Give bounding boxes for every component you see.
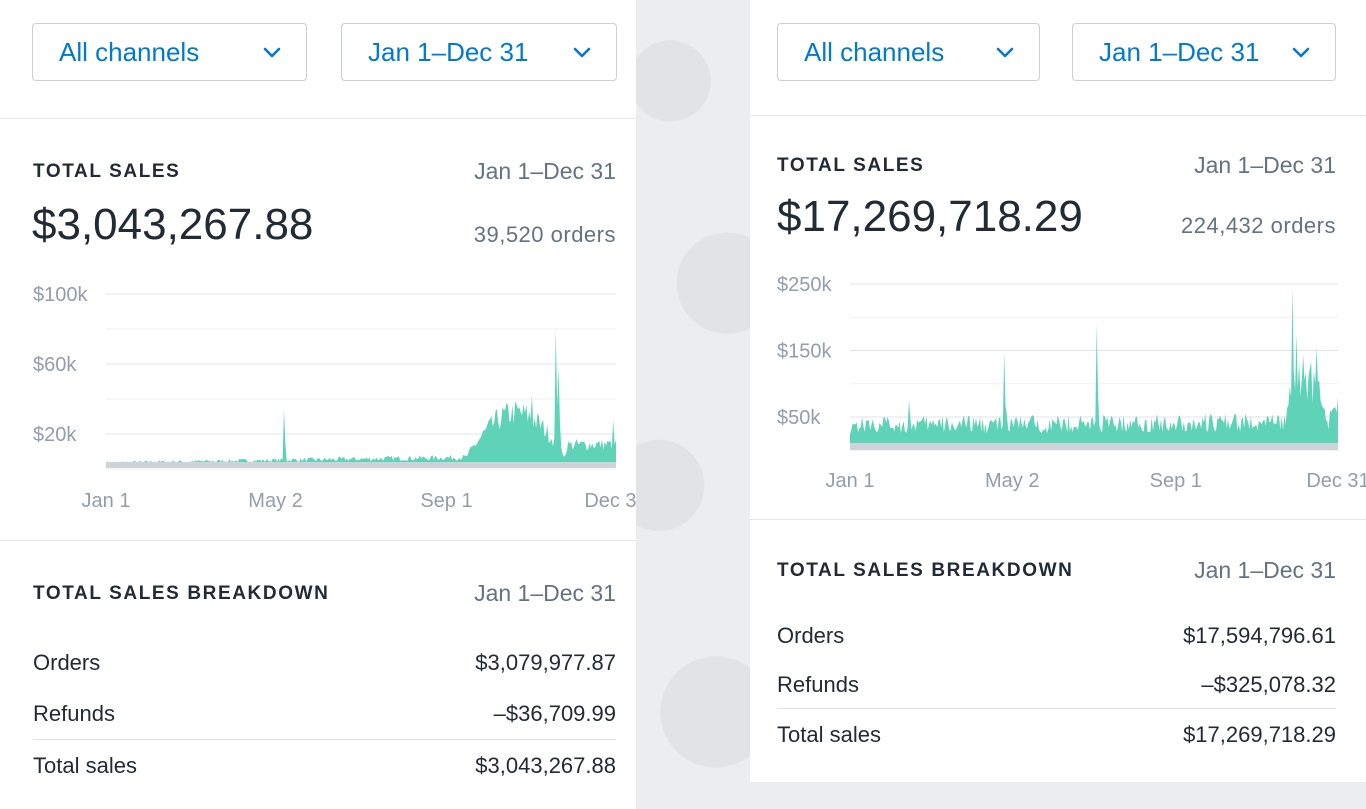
chart-baseline [106, 462, 616, 468]
x-tick-label: Dec 31 [1306, 470, 1366, 492]
row-separator [777, 708, 1336, 709]
breakdown-row-value: $3,079,977.87 [475, 650, 616, 675]
breakdown-date: Jan 1–Dec 31 [1194, 557, 1336, 583]
background-pattern [636, 0, 750, 809]
sales-panel-right: All channels Jan 1–Dec 31 TOTAL SALES Ja… [750, 0, 1366, 782]
breakdown-row-value: –$36,709.99 [493, 701, 616, 726]
section-divider [0, 540, 636, 541]
sales-chart: $100k $60k $20k Jan 1 May 2 Sep 1 Dec 31 [33, 284, 636, 512]
sales-chart: $250k $150k $50k Jan 1 May 2 Sep 1 Dec 31 [777, 274, 1366, 492]
sales-panel-left: All channels Jan 1–Dec 31 TOTAL SALES Ja… [0, 0, 636, 809]
x-tick-label: Sep 1 [420, 490, 472, 512]
row-separator [33, 739, 616, 740]
breakdown-row-value: $17,594,796.61 [1183, 623, 1336, 648]
channel-select-label: All channels [59, 37, 200, 67]
x-tick-label: Sep 1 [1150, 470, 1202, 492]
sales-series-area [850, 287, 1338, 443]
y-tick-label: $250k [777, 274, 832, 296]
x-tick-label: Dec 31 [584, 490, 636, 512]
sales-series-area [106, 329, 616, 462]
y-tick-label: $60k [33, 354, 77, 376]
breakdown-row-label: Orders [33, 650, 101, 675]
breakdown-row-label: Orders [777, 623, 845, 648]
date-range-select[interactable]: Jan 1–Dec 31 [1072, 23, 1336, 81]
x-tick-label: Jan 1 [82, 490, 131, 512]
channel-select[interactable]: All channels [32, 23, 307, 81]
total-sales-value: $17,269,718.29 [777, 192, 1083, 241]
date-range-select[interactable]: Jan 1–Dec 31 [341, 23, 617, 81]
total-sales-date: Jan 1–Dec 31 [474, 158, 616, 184]
orders-count: 224,432 orders [1181, 213, 1336, 238]
chevron-down-icon [1292, 47, 1310, 58]
orders-count: 39,520 orders [473, 222, 616, 247]
section-divider [750, 519, 1366, 520]
breakdown-row-label: Refunds [777, 672, 859, 697]
chevron-down-icon [573, 47, 591, 58]
date-range-select-label: Jan 1–Dec 31 [1099, 37, 1260, 67]
total-sales-date: Jan 1–Dec 31 [1194, 152, 1336, 178]
chart-baseline [850, 443, 1338, 450]
breakdown-date: Jan 1–Dec 31 [474, 580, 616, 606]
channel-select[interactable]: All channels [777, 23, 1040, 81]
breakdown-row-label: Refunds [33, 701, 115, 726]
breakdown-row-value: $17,269,718.29 [1183, 722, 1336, 747]
total-sales-value: $3,043,267.88 [32, 200, 314, 249]
total-sales-title: TOTAL SALES [33, 161, 181, 182]
breakdown-title: TOTAL SALES BREAKDOWN [777, 560, 1074, 581]
filter-bar: All channels Jan 1–Dec 31 [0, 0, 636, 119]
breakdown-row-value: –$325,078.32 [1201, 672, 1336, 697]
y-tick-label: $50k [777, 407, 821, 429]
total-sales-title: TOTAL SALES [777, 155, 925, 176]
channel-select-label: All channels [804, 37, 945, 67]
y-tick-label: $100k [33, 284, 88, 306]
breakdown-row-label: Total sales [33, 753, 137, 778]
chevron-down-icon [263, 47, 281, 58]
breakdown-row-label: Total sales [777, 722, 881, 747]
y-tick-label: $20k [33, 424, 77, 446]
x-tick-label: May 2 [985, 470, 1039, 492]
x-tick-label: May 2 [248, 490, 302, 512]
y-tick-label: $150k [777, 341, 832, 363]
date-range-select-label: Jan 1–Dec 31 [368, 37, 529, 67]
chevron-down-icon [996, 47, 1014, 58]
breakdown-row-value: $3,043,267.88 [475, 753, 616, 778]
filter-bar: All channels Jan 1–Dec 31 [750, 0, 1366, 116]
breakdown-title: TOTAL SALES BREAKDOWN [33, 583, 330, 604]
x-tick-label: Jan 1 [826, 470, 875, 492]
